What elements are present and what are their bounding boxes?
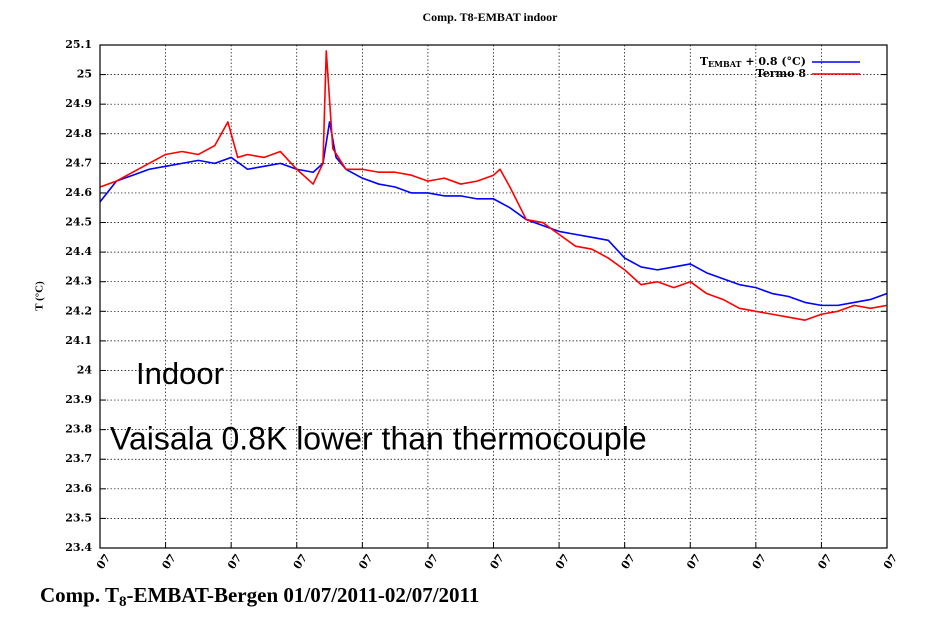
x-tick-label: 07 [619, 552, 638, 572]
y-tick-label: 23.8 [65, 423, 92, 436]
x-tick-label: 07 [291, 552, 310, 572]
x-tick-label: 07 [159, 552, 178, 572]
legend-label: TEMBAT + 0.8 (°C) [700, 55, 806, 69]
x-tick-label: 07 [225, 552, 244, 572]
x-tick-label: 07 [881, 552, 900, 572]
y-tick-label: 23.4 [65, 541, 92, 554]
x-tick-label: 07 [553, 552, 572, 572]
x-tick-label: 07 [750, 552, 769, 572]
footer-subscript: 8 [119, 594, 127, 610]
x-tick-label: 07 [356, 552, 375, 572]
y-tick-label: 24.8 [65, 127, 92, 140]
legend-text: Termo 8 [756, 67, 807, 80]
data-line [99, 121, 888, 307]
y-tick-label: 24.1 [65, 334, 92, 347]
y-tick-label: 24.4 [65, 245, 92, 258]
y-tick-label: 23.9 [65, 393, 92, 406]
footer-text: Comp. T [40, 583, 119, 607]
y-tick-label: 24.5 [65, 216, 92, 229]
y-tick-label: 25 [77, 68, 92, 81]
x-tick-label: 07 [815, 552, 834, 572]
y-tick-label: 23.5 [65, 511, 92, 524]
x-tick-label: 07 [94, 552, 113, 572]
y-axis-label: T (°C) [34, 281, 46, 311]
y-tick-label: 24.6 [65, 186, 92, 199]
legend-text: T [700, 55, 709, 68]
x-tick-label: 07 [422, 552, 441, 572]
annotation: Indoor [136, 356, 224, 391]
chart-title: Comp. T8-EMBAT indoor [422, 10, 558, 24]
footer-text: -EMBAT-Bergen 01/07/2011-02/07/2011 [126, 583, 479, 607]
y-tick-label: 24 [77, 363, 93, 376]
legend-label: Termo 8 [756, 67, 807, 80]
x-tick-label: 07 [487, 552, 506, 572]
y-tick-label: 24.3 [65, 275, 92, 288]
y-tick-label: 23.6 [65, 482, 92, 495]
y-tick-label: 23.7 [65, 452, 92, 465]
data-line [99, 50, 888, 321]
y-tick-label: 25.1 [65, 38, 92, 51]
y-tick-label: 24.9 [65, 97, 92, 110]
y-tick-label: 24.2 [65, 304, 92, 317]
plot-frame [99, 44, 888, 549]
x-tick-label: 07 [684, 552, 703, 572]
legend-text: EMBAT [708, 59, 741, 69]
y-tick-label: 24.7 [65, 156, 92, 169]
annotation: Vaisala 0.8K lower than thermocouple [110, 420, 647, 456]
footer: Comp. T8-EMBAT-Bergen 01/07/2011-02/07/2… [40, 583, 479, 611]
legend-text: + 0.8 (°C) [741, 55, 806, 68]
